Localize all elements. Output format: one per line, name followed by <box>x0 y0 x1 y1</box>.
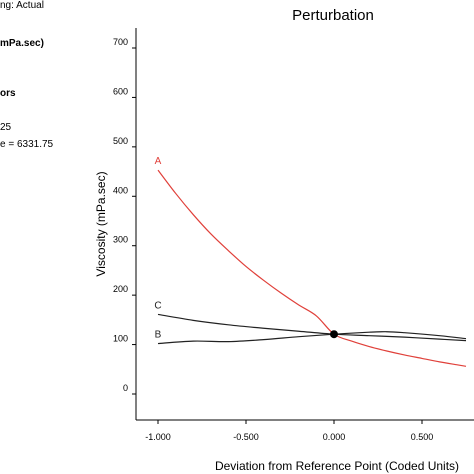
x-tick-label: -0.500 <box>233 432 259 442</box>
y-tick-label: 400 <box>113 185 128 195</box>
factor-b-value: e = 6331.75 <box>0 139 54 150</box>
series-label-c: C <box>154 300 161 311</box>
response-label: mPa.sec) <box>0 38 44 49</box>
x-axis-title: Deviation from Reference Point (Coded Un… <box>215 459 459 473</box>
design-space-label: ng: Actual <box>0 0 44 11</box>
factors-label: ors <box>0 88 16 99</box>
series-line-a <box>157 169 467 367</box>
axes: 0 100 200 300 400 500 600 700 -1.000 -0.500 0.000 0… <box>113 28 474 442</box>
y-tick-label: 600 <box>113 86 128 96</box>
series-label-b: B <box>155 330 162 341</box>
series-layer: A B C <box>154 156 467 367</box>
y-tick-label: 300 <box>113 235 128 245</box>
x-tick-label: 0.000 <box>323 432 346 442</box>
y-tick-label: 0 <box>123 383 128 393</box>
chart-title: Perturbation <box>292 7 374 24</box>
y-axis-title: Viscosity (mPa.sec) <box>94 171 108 276</box>
series-label-a: A <box>155 156 162 167</box>
y-tick-label: 700 <box>113 37 128 47</box>
series-line-c <box>157 313 467 342</box>
y-tick-label: 500 <box>113 136 128 146</box>
factor-a-value: 25 <box>0 122 12 133</box>
y-tick-label: 100 <box>113 334 128 344</box>
x-tick-label: 0.500 <box>411 432 434 442</box>
x-tick-label: -1.000 <box>145 432 171 442</box>
y-tick-label: 200 <box>113 284 128 294</box>
reference-point-marker <box>330 330 338 339</box>
